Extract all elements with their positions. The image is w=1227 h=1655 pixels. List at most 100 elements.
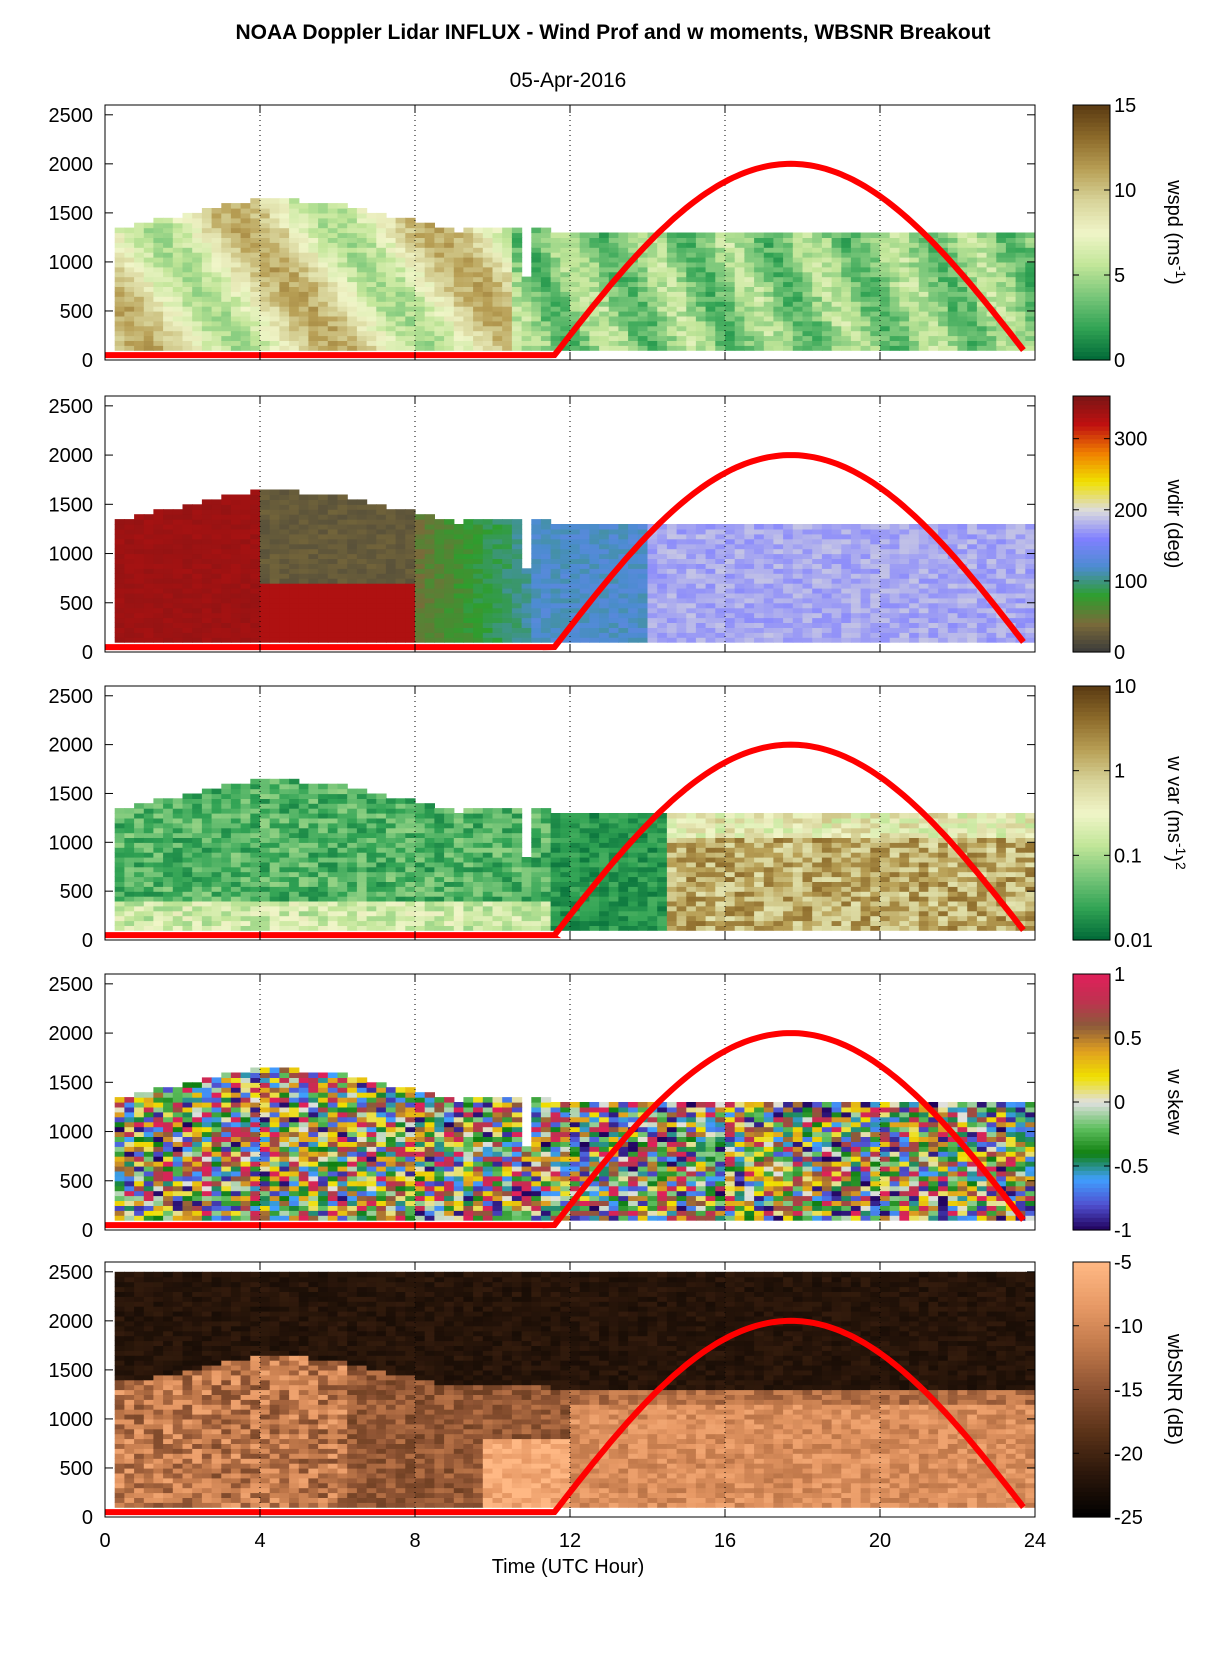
heatmap-cell bbox=[589, 548, 600, 555]
heatmap-cell bbox=[802, 568, 813, 574]
heatmap-cell bbox=[763, 340, 775, 346]
heatmap-cell bbox=[153, 573, 164, 579]
heatmap-cell bbox=[744, 261, 755, 268]
heatmap-cell bbox=[589, 524, 600, 530]
heatmap-cell bbox=[134, 632, 145, 638]
heatmap-cell bbox=[260, 632, 271, 638]
heatmap-cell bbox=[289, 335, 300, 341]
heatmap-cell bbox=[550, 602, 561, 609]
heatmap-cell bbox=[715, 583, 726, 589]
heatmap-cell bbox=[860, 632, 871, 638]
heatmap-cell bbox=[211, 232, 222, 238]
colorbar-segment bbox=[1073, 279, 1110, 285]
heatmap-cell bbox=[114, 578, 125, 584]
heatmap-cell bbox=[211, 499, 222, 505]
heatmap-cell bbox=[201, 345, 213, 351]
heatmap-cell bbox=[889, 232, 900, 238]
heatmap-cell bbox=[298, 217, 310, 224]
heatmap-cell bbox=[686, 345, 697, 351]
heatmap-cell bbox=[947, 573, 959, 579]
heatmap-cell bbox=[201, 271, 213, 278]
heatmap-cell bbox=[124, 602, 135, 609]
heatmap-cell bbox=[725, 568, 736, 574]
heatmap-cell bbox=[279, 632, 290, 638]
heatmap-cell bbox=[599, 311, 610, 317]
heatmap-cell bbox=[744, 637, 755, 643]
heatmap-cell bbox=[637, 632, 649, 638]
heatmap-cell bbox=[783, 622, 794, 628]
heatmap-cell bbox=[308, 573, 319, 579]
heatmap-cell bbox=[289, 583, 300, 589]
heatmap-cell bbox=[221, 524, 232, 530]
heatmap-cell bbox=[153, 553, 164, 559]
heatmap-cell bbox=[182, 514, 193, 520]
heatmap-cell bbox=[540, 247, 552, 253]
heatmap-cell bbox=[337, 573, 348, 579]
heatmap-cell bbox=[463, 627, 474, 633]
heatmap-cell bbox=[172, 261, 184, 268]
heatmap-cell bbox=[143, 325, 155, 332]
heatmap-cell bbox=[453, 330, 465, 337]
heatmap-cell bbox=[279, 563, 290, 569]
heatmap-cell bbox=[473, 573, 484, 579]
heatmap-cell bbox=[201, 514, 213, 520]
heatmap-cell bbox=[134, 583, 145, 589]
heatmap-cell bbox=[783, 276, 794, 283]
heatmap-cell bbox=[666, 533, 678, 540]
heatmap-cell bbox=[143, 612, 155, 619]
heatmap-cell bbox=[938, 573, 949, 579]
heatmap-cell bbox=[967, 237, 978, 243]
heatmap-cell bbox=[841, 583, 852, 589]
heatmap-cell bbox=[482, 257, 494, 263]
heatmap-cell bbox=[579, 266, 590, 273]
heatmap-cell bbox=[405, 276, 416, 283]
heatmap-cell bbox=[366, 588, 377, 594]
heatmap-cell bbox=[250, 548, 261, 555]
heatmap-cell bbox=[599, 568, 610, 574]
heatmap-cell bbox=[841, 311, 852, 317]
heatmap-cell bbox=[337, 617, 348, 623]
heatmap-cell bbox=[143, 519, 155, 525]
heatmap-cell bbox=[182, 276, 193, 283]
heatmap-cell bbox=[376, 301, 387, 307]
heatmap-cell bbox=[405, 311, 416, 317]
heatmap-cell bbox=[715, 612, 726, 619]
heatmap-cell bbox=[453, 261, 465, 268]
heatmap-cell bbox=[211, 271, 222, 278]
heatmap-cell bbox=[269, 504, 280, 510]
heatmap-cell bbox=[153, 227, 164, 234]
heatmap-cell bbox=[637, 597, 649, 604]
heatmap-cell bbox=[812, 553, 823, 559]
heatmap-cell bbox=[773, 548, 784, 555]
heatmap-cell bbox=[492, 588, 503, 594]
heatmap-cell bbox=[531, 578, 542, 584]
heatmap-cell bbox=[608, 622, 620, 628]
heatmap-cell bbox=[260, 578, 271, 584]
heatmap-cell bbox=[250, 622, 261, 628]
heatmap-cell bbox=[192, 227, 203, 234]
heatmap-cell bbox=[812, 543, 823, 550]
heatmap-cell bbox=[521, 291, 532, 297]
heatmap-cell bbox=[201, 281, 213, 287]
heatmap-cell bbox=[327, 237, 339, 243]
heatmap-cell bbox=[773, 232, 784, 238]
heatmap-cell bbox=[579, 335, 590, 341]
heatmap-cell bbox=[1005, 247, 1017, 253]
heatmap-cell bbox=[337, 607, 348, 614]
heatmap-cell bbox=[337, 602, 348, 609]
heatmap-cell bbox=[957, 553, 968, 559]
heatmap-cell bbox=[773, 237, 784, 243]
heatmap-cell bbox=[725, 301, 736, 307]
heatmap-cell bbox=[260, 543, 271, 550]
heatmap-cell bbox=[424, 558, 435, 564]
heatmap-cell bbox=[356, 237, 368, 243]
heatmap-cell bbox=[725, 247, 736, 253]
heatmap-cell bbox=[221, 583, 232, 589]
heatmap-cell bbox=[1015, 592, 1026, 599]
heatmap-cell bbox=[550, 237, 561, 243]
heatmap-cell bbox=[415, 583, 426, 589]
heatmap-cell bbox=[502, 227, 513, 234]
heatmap-cell bbox=[240, 320, 251, 327]
heatmap-cell bbox=[153, 578, 164, 584]
heatmap-cell bbox=[289, 198, 300, 204]
